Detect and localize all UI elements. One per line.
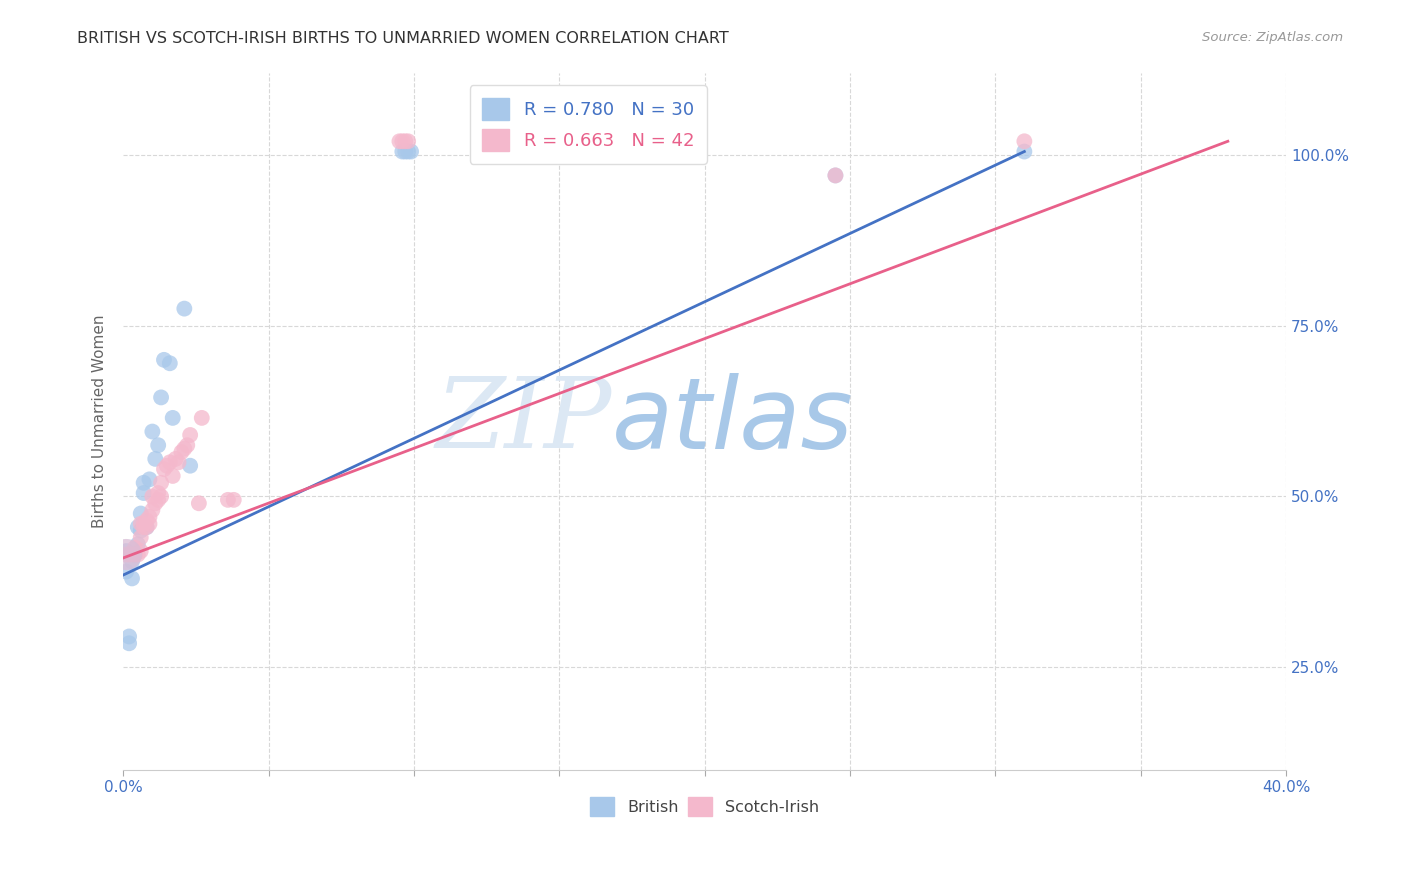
Point (396, 134, 419, 148)
Point (191, 410, 214, 425)
Point (124, 541, 146, 555)
Point (132, 475, 155, 490)
Point (173, 442, 195, 456)
Point (118, 630, 141, 644)
Point (127, 537, 149, 551)
Point (138, 472, 160, 486)
Point (132, 486, 155, 500)
Point (150, 391, 173, 405)
Point (135, 520, 157, 534)
Point (399, 145, 422, 159)
Point (1014, 134, 1036, 148)
Point (143, 496, 166, 510)
Point (222, 492, 245, 507)
Point (143, 451, 166, 466)
Point (156, 458, 179, 473)
Point (115, 548, 138, 562)
Point (115, 548, 138, 562)
Point (150, 475, 173, 490)
Point (141, 425, 163, 439)
Point (1014, 145, 1036, 159)
Point (115, 548, 138, 562)
Point (127, 548, 149, 562)
Legend: British, Scotch-Irish: British, Scotch-Irish (582, 789, 827, 824)
Point (179, 458, 201, 473)
Point (162, 469, 184, 483)
Point (167, 455, 190, 469)
Y-axis label: Births to Unmarried Women: Births to Unmarried Women (93, 315, 107, 528)
Point (170, 445, 193, 459)
Point (179, 428, 201, 442)
Point (121, 571, 143, 585)
Text: atlas: atlas (612, 373, 853, 470)
Point (118, 548, 141, 562)
Point (388, 134, 411, 148)
Point (824, 169, 846, 183)
Point (124, 548, 146, 562)
Point (162, 410, 184, 425)
Point (391, 145, 413, 159)
Point (391, 134, 413, 148)
Point (173, 301, 195, 316)
Point (394, 145, 416, 159)
Point (187, 496, 209, 510)
Point (138, 516, 160, 531)
Point (394, 134, 416, 148)
Point (141, 490, 163, 504)
Point (132, 520, 155, 534)
Point (159, 455, 181, 469)
Point (127, 520, 149, 534)
Point (165, 451, 187, 466)
Point (129, 530, 152, 544)
Point (148, 438, 170, 452)
Text: ZIP: ZIP (436, 374, 612, 469)
Point (150, 490, 173, 504)
Point (129, 516, 152, 531)
Point (396, 145, 419, 159)
Point (138, 510, 160, 524)
Point (153, 352, 176, 367)
Point (159, 356, 181, 370)
Point (141, 503, 163, 517)
Point (124, 548, 146, 562)
Point (118, 636, 141, 650)
Point (176, 438, 198, 452)
Text: Source: ZipAtlas.com: Source: ZipAtlas.com (1202, 31, 1343, 45)
Point (135, 513, 157, 527)
Point (121, 548, 143, 562)
Text: BRITISH VS SCOTCH-IRISH BIRTHS TO UNMARRIED WOMEN CORRELATION CHART: BRITISH VS SCOTCH-IRISH BIRTHS TO UNMARR… (77, 31, 730, 46)
Point (115, 544, 138, 558)
Point (115, 565, 138, 579)
Point (121, 554, 143, 568)
Point (148, 492, 170, 507)
Point (217, 492, 239, 507)
Point (153, 462, 176, 476)
Point (824, 169, 846, 183)
Point (129, 507, 152, 521)
Point (129, 524, 152, 538)
Point (135, 520, 157, 534)
Point (148, 486, 170, 500)
Point (132, 516, 155, 531)
Point (129, 544, 152, 558)
